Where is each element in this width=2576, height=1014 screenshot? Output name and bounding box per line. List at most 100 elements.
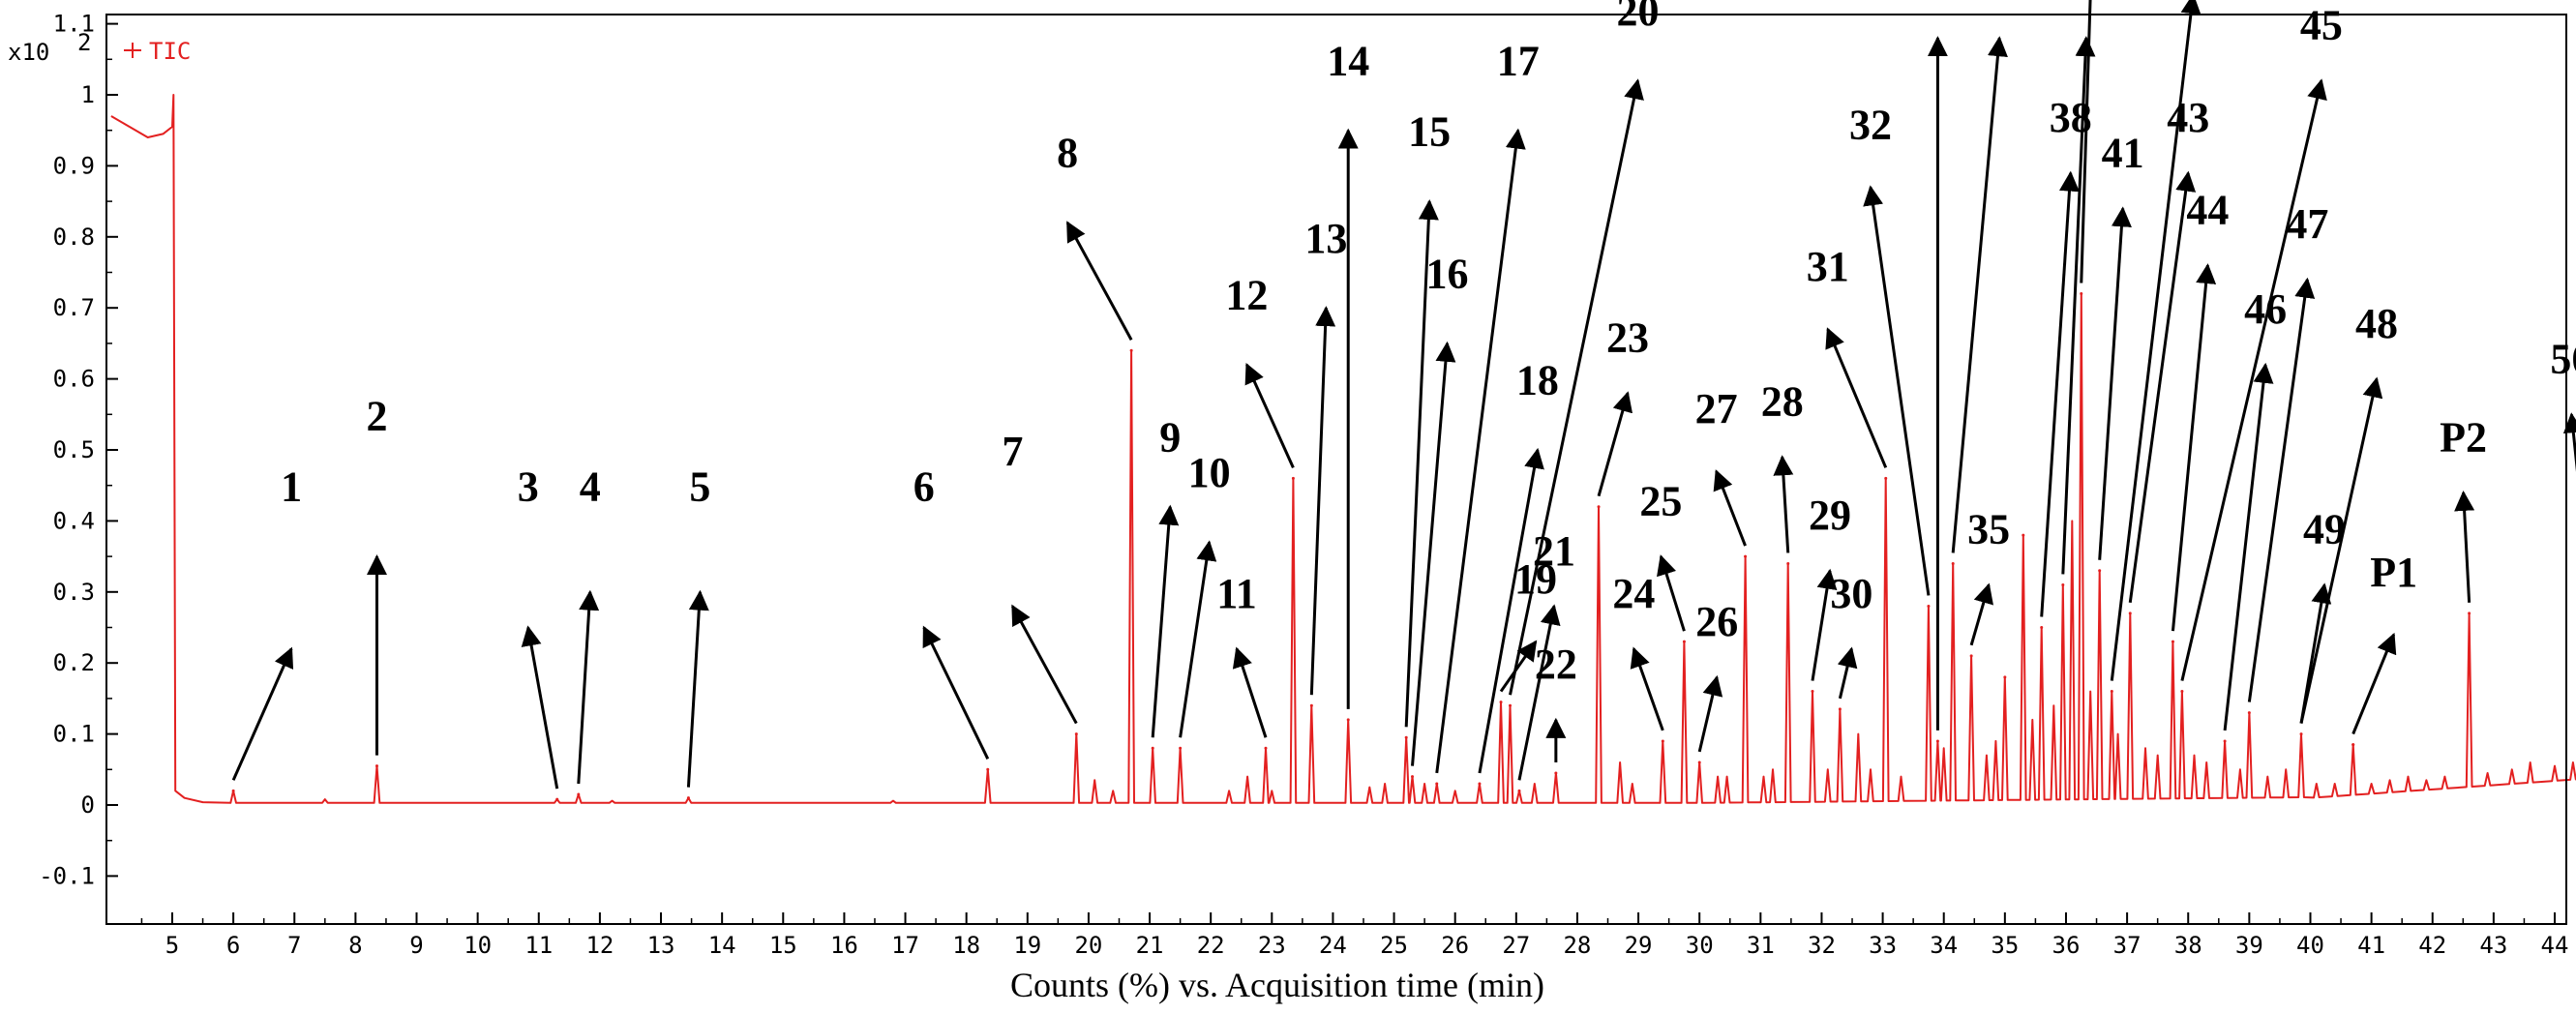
x-tick-label: 8 bbox=[348, 932, 362, 959]
annotation-21-label: 21 bbox=[1533, 527, 1575, 575]
annotation-10-arrow bbox=[1179, 540, 1217, 738]
annotation-35-label: 35 bbox=[1967, 506, 2010, 553]
annotation-3-arrow bbox=[521, 625, 559, 790]
annotation-6-arrow bbox=[922, 625, 990, 760]
annotation-28-arrow bbox=[1773, 455, 1794, 553]
peak-point-4 bbox=[577, 792, 581, 796]
peak-point-15 bbox=[1404, 735, 1408, 739]
peak-point-46 bbox=[2223, 739, 2227, 743]
peak-point-34 bbox=[1951, 561, 1955, 565]
peak-point-7 bbox=[1074, 732, 1078, 736]
peak-point-32 bbox=[1927, 604, 1931, 608]
peak-point-44 bbox=[2171, 640, 2174, 643]
y-tick-label: 0.4 bbox=[53, 507, 95, 534]
annotation-1-label: 1 bbox=[281, 463, 302, 511]
peak-point-17 bbox=[1435, 782, 1439, 786]
x-tick-label: 32 bbox=[1808, 932, 1836, 959]
x-tick-label: 44 bbox=[2541, 932, 2569, 959]
annotation-47-label: 47 bbox=[2286, 200, 2328, 248]
x-tick-label: 7 bbox=[287, 932, 301, 959]
annotation-11-label: 11 bbox=[1216, 570, 1257, 617]
x-axis-title: Counts (%) vs. Acquisition time (min) bbox=[1010, 966, 1544, 1004]
annotation-7-arrow bbox=[1011, 604, 1078, 725]
annotation-20-arrow bbox=[1509, 78, 1644, 696]
annotation-8-label: 8 bbox=[1057, 130, 1078, 177]
peak-point-16 bbox=[1411, 775, 1415, 779]
peak-point-41 bbox=[2098, 569, 2102, 573]
x-tick-label: 11 bbox=[524, 932, 553, 959]
x-tick-label: 29 bbox=[1625, 932, 1653, 959]
annotation-8-arrow bbox=[1065, 221, 1133, 341]
annotation-p1-arrow bbox=[2351, 632, 2397, 735]
peak-point-20 bbox=[1509, 703, 1513, 707]
peak-point-p1 bbox=[2351, 743, 2355, 747]
annotation-4-arrow bbox=[577, 589, 600, 785]
annotation-38-arrow bbox=[2040, 170, 2080, 617]
x-tick-label: 30 bbox=[1686, 932, 1714, 959]
peak-point-35 bbox=[1969, 654, 1973, 658]
x-tick-label: 34 bbox=[1930, 932, 1958, 959]
annotation-4-label: 4 bbox=[580, 463, 601, 511]
annotation-17-arrow bbox=[1435, 128, 1526, 774]
peak-point-3 bbox=[555, 797, 559, 801]
annotation-15-label: 15 bbox=[1408, 108, 1451, 156]
x-tick-label: 15 bbox=[769, 932, 797, 959]
peak-point-14 bbox=[1346, 718, 1350, 722]
annotation-16-arrow bbox=[1411, 341, 1456, 766]
peak-point-24 bbox=[1661, 739, 1664, 743]
peak-point-8 bbox=[1129, 348, 1133, 352]
y-tick-label: 0.3 bbox=[53, 579, 95, 606]
x-tick-label: 17 bbox=[891, 932, 919, 959]
peak-point-6 bbox=[986, 767, 990, 771]
peak-point-39 bbox=[2061, 582, 2065, 586]
x-tick-label: 28 bbox=[1563, 932, 1591, 959]
y-tick-label: 0.9 bbox=[53, 152, 95, 179]
y-tick-label: 0.1 bbox=[53, 721, 95, 748]
x-tick-label: 26 bbox=[1441, 932, 1469, 959]
annotation-30-label: 30 bbox=[1830, 570, 1872, 617]
annotation-22-label: 22 bbox=[1535, 641, 1577, 688]
annotation-25-arrow bbox=[1657, 554, 1686, 632]
x-tick-label: 12 bbox=[585, 932, 614, 959]
annotation-13-arrow bbox=[1309, 306, 1336, 696]
y-tick-label: 0 bbox=[81, 791, 95, 819]
annotation-5-label: 5 bbox=[689, 463, 710, 511]
annotation-32-arrow bbox=[1863, 185, 1931, 596]
annotation-23-arrow bbox=[1597, 391, 1633, 497]
peak-point-10 bbox=[1179, 746, 1183, 750]
y-tick-label: 0.6 bbox=[53, 366, 95, 393]
y-tick-label: 1 bbox=[81, 81, 95, 108]
peak-point-45 bbox=[2180, 690, 2184, 694]
peak-point-13 bbox=[1309, 703, 1313, 707]
peak-point-43 bbox=[2128, 611, 2132, 615]
annotation-29-arrow bbox=[1811, 568, 1838, 681]
annotation-41-label: 41 bbox=[2102, 130, 2144, 177]
peak-point-37 bbox=[2022, 533, 2025, 537]
annotation-30-arrow bbox=[1837, 646, 1858, 700]
annotation-48-arrow bbox=[2299, 376, 2383, 724]
peak-point-47 bbox=[2247, 711, 2251, 715]
peak-point-25 bbox=[1682, 640, 1686, 643]
annotation-46-arrow bbox=[2223, 362, 2274, 731]
annotation-35-arrow bbox=[1969, 582, 1993, 646]
annotation-48-label: 48 bbox=[2355, 300, 2398, 347]
annotation-49-label: 49 bbox=[2303, 506, 2346, 553]
peak-point-27 bbox=[1744, 554, 1748, 558]
annotation-15-arrow bbox=[1404, 199, 1439, 728]
x-tick-label: 37 bbox=[2113, 932, 2142, 959]
annotation-31-label: 31 bbox=[1807, 243, 1849, 290]
annotation-18-label: 18 bbox=[1516, 357, 1559, 404]
annotation-p2-arrow bbox=[2454, 490, 2475, 603]
x-tick-label: 9 bbox=[409, 932, 423, 959]
x-tick-label: 36 bbox=[2052, 932, 2081, 959]
x-tick-label: 23 bbox=[1258, 932, 1286, 959]
annotation-10-label: 10 bbox=[1188, 449, 1231, 496]
legend-label: TIC bbox=[149, 38, 191, 65]
peak-point-36 bbox=[2003, 675, 2007, 679]
annotation-6-label: 6 bbox=[914, 463, 935, 511]
x-tick-label: 16 bbox=[830, 932, 858, 959]
peak-point-p2 bbox=[2468, 611, 2471, 615]
peak-point-31 bbox=[1884, 476, 1888, 480]
annotation-44-arrow bbox=[2171, 263, 2217, 632]
